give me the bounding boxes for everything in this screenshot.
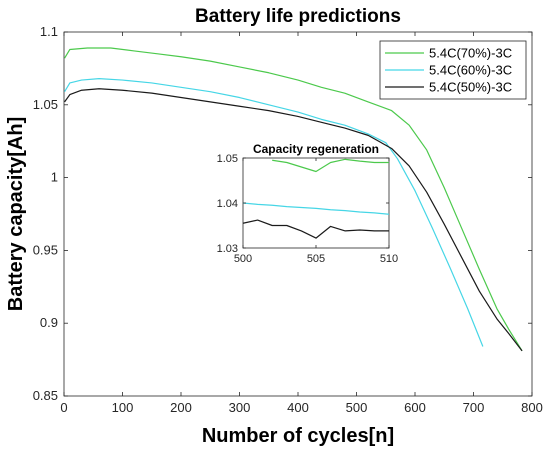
main-x-tick-label: 200: [170, 400, 192, 415]
legend-label-series-3: 5.4C(50%)-3C: [429, 80, 512, 95]
legend-label-series-2: 5.4C(60%)-3C: [429, 63, 512, 78]
legend: 5.4C(70%)-3C 5.4C(60%)-3C 5.4C(50%)-3C: [379, 40, 527, 100]
main-series-line-1: [64, 47, 523, 352]
main-x-tick-label: 100: [112, 400, 134, 415]
main-y-tick-label: 1.05: [33, 97, 58, 112]
chart-title: Battery life predictions: [195, 6, 401, 27]
main-x-tick-label: 500: [346, 400, 368, 415]
main-y-tick-labels: 0.85 0.9 0.95 1 1.05 1.1: [33, 24, 532, 403]
main-y-tick-label: 1.1: [40, 24, 58, 39]
main-series-group: [64, 47, 523, 352]
main-series-line-2: [64, 77, 484, 347]
inset-y-tick-label: 1.05: [217, 153, 238, 165]
x-axis-label: Number of cycles[n]: [202, 425, 394, 447]
inset-series-line-3: [242, 219, 389, 239]
main-x-tick-label: 300: [229, 400, 251, 415]
inset-y-tick-label: 1.04: [217, 198, 238, 210]
main-series-line-3: [64, 88, 523, 352]
inset-series-line-2: [242, 202, 390, 215]
main-x-tick-labels: 0 100 200 300 400 500 600 700 800: [60, 32, 543, 415]
inset-x-tick-label: 500: [234, 253, 252, 265]
main-x-tick-label: 400: [287, 400, 309, 415]
main-x-tick-label: 600: [404, 400, 426, 415]
inset-series-line-1: [272, 158, 389, 173]
main-y-tick-label: 0.9: [40, 315, 58, 330]
y-axis-label: Battery capacity[Ah]: [5, 117, 27, 312]
main-y-tick-label: 0.85: [33, 388, 58, 403]
legend-label-series-1: 5.4C(70%)-3C: [429, 46, 512, 61]
main-y-tick-label: 1: [51, 170, 58, 185]
inset-series-group: [242, 158, 390, 239]
inset-x-tick-label: 510: [380, 253, 398, 265]
main-x-tick-label: 700: [463, 400, 485, 415]
inset-y-tick-labels: 1.03 1.04 1.05: [217, 153, 389, 255]
inset-x-tick-label: 505: [307, 253, 325, 265]
inset-x-tick-labels: 500 505 510: [234, 158, 398, 265]
inset-y-tick-label: 1.03: [217, 243, 238, 255]
main-x-tick-label: 800: [521, 400, 543, 415]
main-x-tick-label: 0: [60, 400, 67, 415]
inset-title: Capacity regeneration: [253, 142, 379, 156]
main-y-tick-label: 0.95: [33, 242, 58, 257]
